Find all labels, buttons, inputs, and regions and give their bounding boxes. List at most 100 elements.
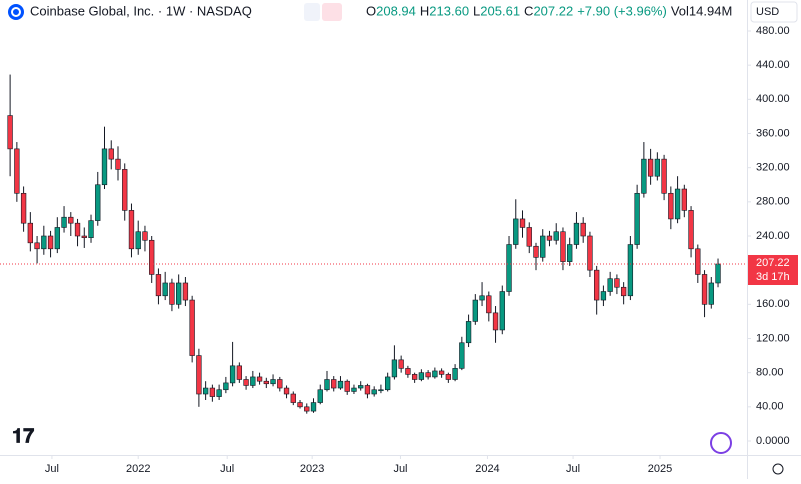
x-tick-label: 2025 bbox=[648, 463, 672, 475]
candle-body bbox=[506, 244, 512, 292]
tv-logo: 𝟏𝟕 bbox=[12, 425, 34, 447]
currency: USD bbox=[756, 6, 779, 18]
candle-body bbox=[95, 184, 101, 221]
logo-mark bbox=[11, 7, 21, 17]
candle-body bbox=[47, 235, 54, 250]
x-tick-label: Jul bbox=[566, 463, 580, 475]
currency-button[interactable] bbox=[750, 1, 798, 23]
x-tick-label: Jul bbox=[393, 463, 407, 475]
candle-body bbox=[122, 169, 128, 211]
candle-body bbox=[324, 379, 330, 391]
candle-body bbox=[27, 222, 33, 244]
candle-body bbox=[479, 295, 485, 301]
candle-body bbox=[405, 368, 411, 375]
candle-body bbox=[708, 282, 714, 305]
toggle[interactable] bbox=[322, 3, 342, 21]
candle-body bbox=[560, 231, 566, 262]
x-tick-label: 2023 bbox=[300, 463, 324, 475]
candle-body bbox=[162, 282, 168, 297]
settings-icon[interactable] bbox=[772, 463, 784, 475]
candle-body bbox=[411, 374, 418, 380]
y-tick-label: 0.0000 bbox=[756, 435, 790, 447]
candle-body bbox=[61, 216, 67, 228]
candle-body bbox=[513, 218, 519, 245]
candle-body bbox=[647, 158, 654, 177]
candle-body bbox=[472, 299, 478, 322]
candle-body bbox=[425, 372, 431, 378]
candle-body bbox=[34, 242, 40, 250]
legend-value: 14.94M bbox=[689, 3, 732, 18]
y-tick-label: 400.00 bbox=[756, 93, 790, 105]
candle-body bbox=[438, 370, 445, 375]
candle-body bbox=[142, 231, 148, 241]
candle-body bbox=[101, 148, 108, 186]
legend-key: L bbox=[473, 3, 480, 18]
candle-body bbox=[351, 387, 357, 392]
candle-body bbox=[283, 387, 290, 395]
candle-body bbox=[519, 218, 526, 228]
legend-key: H bbox=[420, 3, 429, 18]
legend-value: 205.61 bbox=[480, 3, 520, 18]
y-tick-label: 160.00 bbox=[756, 298, 790, 310]
candle-body bbox=[256, 376, 263, 382]
x-tick-label: 2024 bbox=[475, 463, 499, 475]
legend-key: Vol bbox=[671, 3, 689, 18]
candle-body bbox=[540, 235, 546, 258]
x-tick-label: Jul bbox=[220, 463, 234, 475]
candle-body bbox=[580, 222, 586, 237]
candle-body bbox=[7, 115, 13, 150]
candle-body bbox=[358, 385, 364, 389]
candle-body bbox=[202, 387, 209, 395]
candle-body bbox=[634, 192, 640, 245]
candle-body bbox=[182, 282, 189, 301]
candle-body bbox=[641, 158, 647, 194]
candle-body bbox=[189, 299, 195, 356]
y-tick-label: 360.00 bbox=[756, 127, 790, 139]
candle-body bbox=[533, 245, 539, 258]
price-tag-value: 207.22 bbox=[756, 257, 790, 269]
candle-body bbox=[492, 312, 499, 331]
candle-body bbox=[695, 248, 701, 275]
candle-body bbox=[236, 365, 243, 380]
candle-body bbox=[594, 269, 600, 301]
candle-body bbox=[54, 227, 60, 250]
y-tick-label: 40.00 bbox=[756, 401, 784, 413]
candle-body bbox=[196, 355, 202, 395]
candle-body bbox=[371, 389, 377, 395]
header-bg bbox=[0, 0, 745, 24]
candle-body bbox=[41, 235, 47, 250]
assistant-icon[interactable] bbox=[710, 432, 732, 454]
candle-body bbox=[331, 379, 337, 389]
candle-body bbox=[277, 379, 283, 389]
candle-body bbox=[620, 286, 627, 297]
candle-body bbox=[391, 359, 398, 378]
toggle[interactable] bbox=[304, 3, 320, 21]
candle-body bbox=[546, 235, 553, 241]
candle-body bbox=[155, 274, 162, 297]
y-tick-label: 440.00 bbox=[756, 59, 790, 71]
candle-body bbox=[674, 188, 681, 220]
candle-body bbox=[715, 263, 721, 284]
candle-body bbox=[297, 402, 303, 408]
candle-body bbox=[135, 231, 141, 250]
plot bbox=[0, 74, 747, 414]
y-tick-label: 120.00 bbox=[756, 332, 790, 344]
candle-body bbox=[614, 278, 620, 288]
candle-body bbox=[263, 380, 269, 385]
legend-value: +7.90 (+3.96%) bbox=[577, 3, 667, 18]
candle-body bbox=[465, 321, 472, 344]
candle-body bbox=[378, 389, 384, 392]
candle-body bbox=[108, 148, 114, 160]
countdown: 3d 17h bbox=[756, 271, 790, 283]
candle-body bbox=[209, 387, 216, 397]
candle-body bbox=[337, 380, 344, 389]
candle-body bbox=[304, 406, 310, 412]
candle-body bbox=[701, 274, 708, 305]
candle-body bbox=[176, 282, 182, 305]
candle-body bbox=[128, 210, 135, 250]
candle-body bbox=[573, 222, 580, 245]
candle-body bbox=[688, 210, 694, 250]
candle-body bbox=[432, 370, 438, 378]
price-tag bbox=[748, 254, 798, 285]
candle-body bbox=[668, 192, 674, 220]
